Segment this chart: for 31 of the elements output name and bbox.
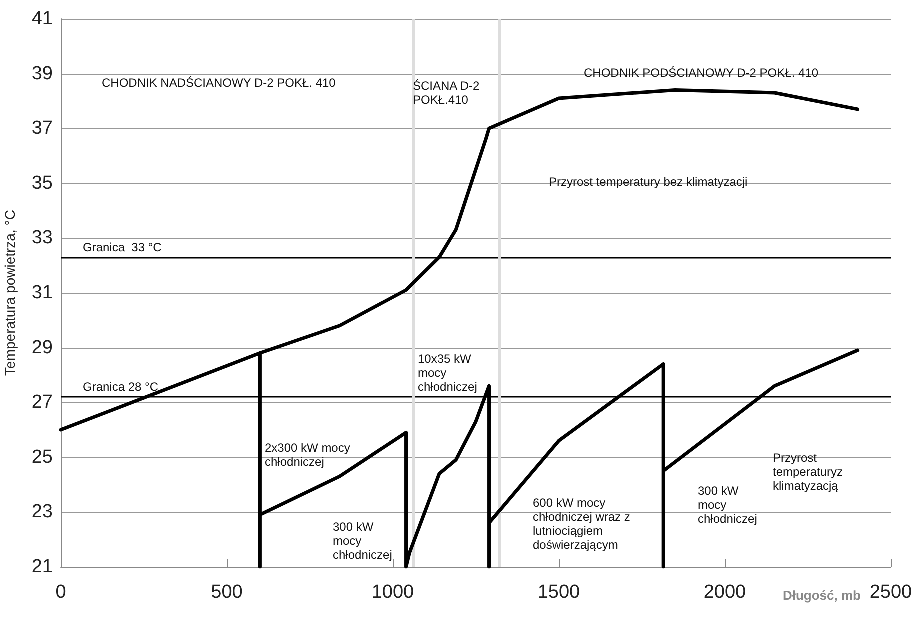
y-tick-label: 23 bbox=[32, 502, 53, 523]
annotation: 10x35 kW mocy chłodniczej bbox=[418, 352, 478, 394]
y-tick-label: 33 bbox=[32, 228, 53, 249]
ref-line-label: Granica 28 °C bbox=[83, 380, 159, 394]
y-tick-label: 29 bbox=[32, 337, 53, 358]
x-axis-title: Długość, mb bbox=[782, 588, 862, 603]
y-tick-label: 31 bbox=[32, 282, 53, 304]
x-tick-label: 2500 bbox=[870, 582, 912, 603]
annotation: CHODNIK NADŚCIANOWY D-2 POKŁ. 410 bbox=[102, 76, 336, 90]
annotation: ŚCIANA D-2 POKŁ.410 bbox=[413, 79, 480, 107]
ref-line-label: Granica 33 °C bbox=[83, 240, 162, 254]
y-tick-label: 25 bbox=[32, 446, 53, 468]
x-tick-label: 2000 bbox=[704, 582, 746, 603]
annotation: 300 kW mocy chłodniczej bbox=[698, 484, 758, 526]
annotation: 600 kW mocy chłodniczej wraz z lutniociągiem doświerzającym bbox=[533, 496, 630, 552]
annotation: 300 kW mocy chłodniczej bbox=[333, 520, 392, 562]
y-tick-label: 37 bbox=[32, 118, 53, 140]
x-tick-label: 0 bbox=[56, 582, 66, 603]
y-tick-label: 21 bbox=[32, 556, 53, 578]
annotation: Przyrost temperaturyz klimatyzacją bbox=[773, 451, 844, 493]
y-tick-label: 35 bbox=[32, 172, 53, 194]
annotation: 2x300 kW mocy chłodniczej bbox=[265, 441, 350, 469]
x-tick-label: 1000 bbox=[372, 582, 414, 603]
x-tick-label: 500 bbox=[211, 582, 243, 603]
y-tick-label: 41 bbox=[32, 8, 53, 30]
annotation: CHODNIK PODŚCIANOWY D-2 POKŁ. 410 bbox=[584, 66, 819, 80]
x-tick-label: 1500 bbox=[538, 582, 580, 603]
y-axis-title: Temperatura powietrza, °C bbox=[2, 210, 18, 376]
y-tick-label: 27 bbox=[32, 392, 53, 414]
annotation: Przyrost temperatury bez klimatyzacji bbox=[549, 175, 748, 189]
y-tick-label: 39 bbox=[32, 63, 53, 84]
